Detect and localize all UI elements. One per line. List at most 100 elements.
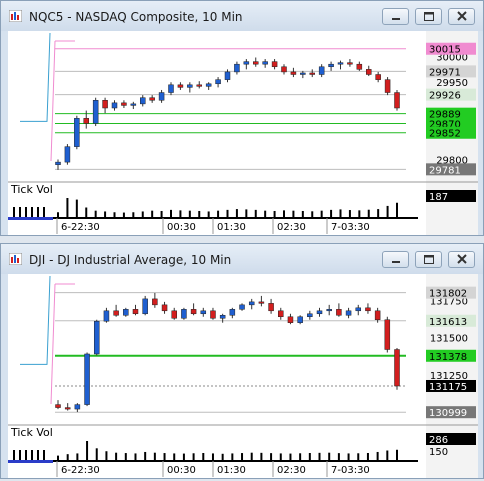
candle[interactable] [297, 316, 303, 323]
candle[interactable] [328, 63, 334, 68]
candle[interactable] [55, 161, 61, 165]
dji-chart-window: DJI - DJ Industrial Average, 10 Min 1317… [0, 243, 484, 479]
price-pane [8, 33, 418, 181]
candle[interactable] [181, 309, 187, 319]
candle[interactable] [366, 69, 372, 75]
candle[interactable] [132, 309, 139, 315]
candle[interactable] [158, 92, 165, 101]
candle[interactable] [121, 102, 127, 106]
candle[interactable] [229, 309, 236, 316]
candle[interactable] [356, 63, 363, 70]
candle[interactable] [161, 304, 168, 312]
candle[interactable] [365, 307, 371, 312]
price-badge-label: 29852 [429, 129, 461, 140]
candle[interactable] [64, 407, 71, 410]
indicator-label: Tick Vol [10, 426, 53, 439]
candle[interactable] [243, 61, 250, 65]
candle[interactable] [130, 103, 137, 106]
candle[interactable] [140, 97, 146, 105]
minimize-icon [392, 18, 400, 20]
candle[interactable] [224, 71, 231, 80]
candle[interactable] [345, 310, 352, 316]
close-button[interactable] [448, 251, 475, 268]
window-title: NQC5 - NASDAQ Composite, 10 Min [29, 10, 243, 24]
price-chart[interactable]: 131750 131500 131250 131802 131613 131378 1311… [8, 274, 478, 478]
close-button[interactable] [448, 8, 475, 25]
candle[interactable] [219, 315, 226, 319]
candle[interactable] [271, 61, 278, 68]
candle[interactable] [394, 92, 400, 109]
price-badge [426, 126, 476, 139]
candle[interactable] [300, 72, 306, 75]
candle[interactable] [123, 309, 129, 316]
candle[interactable] [168, 84, 174, 93]
candle[interactable] [149, 97, 155, 101]
candle[interactable] [83, 118, 89, 124]
candle[interactable] [177, 84, 184, 88]
candle[interactable] [84, 353, 90, 405]
window-titlebar[interactable]: NQC5 - NASDAQ Composite, 10 Min [1, 1, 483, 31]
candle[interactable] [215, 79, 221, 85]
price-axis-label: 131750 [430, 296, 468, 307]
candle[interactable] [55, 404, 61, 408]
candle[interactable] [318, 66, 325, 75]
candle[interactable] [290, 71, 297, 75]
candle[interactable] [374, 310, 381, 320]
price-badge-label: 29926 [429, 91, 461, 102]
candle[interactable] [74, 404, 81, 410]
price-axis-label: 29950 [436, 78, 468, 89]
candle[interactable] [190, 309, 197, 315]
minimize-icon [392, 261, 400, 263]
candle[interactable] [210, 310, 216, 319]
candle[interactable] [281, 66, 287, 73]
candle[interactable] [316, 310, 323, 315]
candle[interactable] [196, 84, 202, 87]
candle[interactable] [248, 301, 255, 306]
price-badge-label: 131802 [429, 289, 467, 300]
candle[interactable] [93, 320, 100, 355]
trend-line [20, 32, 51, 122]
candle[interactable] [74, 118, 80, 147]
candle[interactable] [200, 310, 207, 315]
candle[interactable] [64, 146, 71, 163]
window-titlebar[interactable]: DJI - DJ Industrial Average, 10 Min [1, 244, 483, 274]
candle[interactable] [234, 63, 240, 73]
trend-line [20, 275, 51, 365]
candle[interactable] [287, 316, 294, 323]
price-badge [426, 349, 476, 362]
indicator-label: Tick Vol [10, 183, 53, 196]
restore-button[interactable] [415, 8, 442, 25]
price-badge [426, 406, 476, 419]
candle[interactable] [384, 79, 391, 93]
minimize-button[interactable] [382, 251, 409, 268]
candle[interactable] [355, 307, 362, 312]
candle[interactable] [326, 309, 332, 312]
candle[interactable] [384, 319, 391, 350]
candle[interactable] [239, 304, 245, 310]
candle[interactable] [205, 83, 212, 87]
candle[interactable] [258, 301, 265, 304]
candle[interactable] [278, 310, 284, 318]
candle[interactable] [309, 72, 315, 75]
candle[interactable] [262, 61, 268, 65]
candle[interactable] [113, 310, 119, 316]
candle[interactable] [394, 349, 400, 387]
candle[interactable] [92, 100, 99, 124]
candle[interactable] [152, 298, 158, 306]
restore-button[interactable] [415, 251, 442, 268]
price-chart[interactable]: 30000 29950 29800 30015 29971 29926 2988929870… [8, 31, 478, 235]
candle[interactable] [375, 74, 381, 80]
candle[interactable] [171, 310, 177, 319]
candle[interactable] [337, 62, 344, 65]
candle[interactable] [103, 310, 110, 322]
candle[interactable] [268, 303, 274, 312]
candle[interactable] [142, 298, 148, 315]
candle[interactable] [307, 313, 313, 318]
candle[interactable] [102, 100, 108, 109]
candle[interactable] [347, 62, 353, 65]
candle[interactable] [111, 102, 118, 109]
candle[interactable] [253, 61, 259, 65]
candle[interactable] [187, 84, 193, 88]
minimize-button[interactable] [382, 8, 409, 25]
candle[interactable] [336, 309, 342, 316]
